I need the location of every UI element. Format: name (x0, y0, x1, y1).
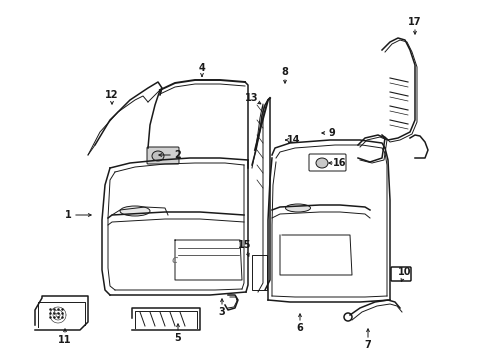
Text: 8: 8 (282, 67, 289, 77)
Text: 16: 16 (333, 158, 347, 168)
Text: 10: 10 (398, 267, 412, 277)
Text: 7: 7 (365, 340, 371, 350)
Ellipse shape (152, 151, 164, 161)
Ellipse shape (316, 158, 328, 168)
Ellipse shape (286, 204, 311, 212)
Text: 5: 5 (174, 333, 181, 343)
Text: 4: 4 (198, 63, 205, 73)
Text: 9: 9 (329, 128, 335, 138)
Text: 11: 11 (58, 335, 72, 345)
Text: 2: 2 (174, 150, 181, 160)
FancyBboxPatch shape (147, 147, 179, 164)
Text: 13: 13 (245, 93, 259, 103)
Text: 6: 6 (296, 323, 303, 333)
Text: 15: 15 (238, 240, 252, 250)
Text: 3: 3 (219, 307, 225, 317)
Text: 12: 12 (105, 90, 119, 100)
Ellipse shape (120, 206, 150, 216)
Text: 14: 14 (287, 135, 301, 145)
Text: 1: 1 (65, 210, 72, 220)
Text: 17: 17 (408, 17, 422, 27)
Text: c: c (172, 255, 178, 265)
